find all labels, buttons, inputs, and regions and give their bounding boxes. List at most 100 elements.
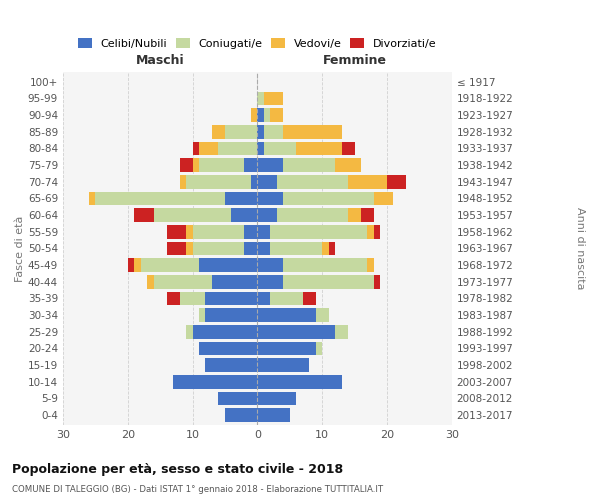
Bar (225, 125, 257, 138)
Bar (179, 158, 193, 172)
Bar (154, 275, 212, 288)
Bar (257, 358, 309, 372)
Bar (316, 342, 322, 355)
Bar (244, 225, 257, 238)
Bar (283, 125, 341, 138)
Bar (128, 258, 134, 272)
Bar (374, 192, 394, 205)
Bar (193, 158, 199, 172)
Bar (257, 325, 335, 338)
Bar (348, 175, 387, 188)
Legend: Celibi/Nubili, Coniugati/e, Vedovi/e, Divorziati/e: Celibi/Nubili, Coniugati/e, Vedovi/e, Di… (79, 38, 436, 50)
Bar (264, 142, 296, 156)
Bar (348, 208, 361, 222)
Bar (387, 175, 406, 188)
Bar (193, 142, 199, 156)
Bar (257, 225, 270, 238)
Bar (374, 225, 380, 238)
Bar (205, 292, 257, 306)
Text: Femmine: Femmine (323, 54, 386, 67)
Bar (167, 292, 179, 306)
Bar (193, 242, 244, 256)
Bar (218, 142, 257, 156)
Bar (257, 408, 290, 422)
Bar (154, 208, 232, 222)
Bar (95, 192, 225, 205)
Bar (296, 142, 341, 156)
Bar (257, 275, 283, 288)
Bar (270, 225, 367, 238)
Bar (225, 408, 257, 422)
Bar (193, 225, 244, 238)
Bar (335, 158, 361, 172)
Bar (257, 192, 283, 205)
Bar (232, 208, 257, 222)
Bar (173, 375, 257, 388)
Bar (257, 208, 277, 222)
Bar (367, 225, 374, 238)
Bar (134, 258, 140, 272)
Bar (147, 275, 154, 288)
Bar (218, 392, 257, 406)
Bar (251, 108, 257, 122)
Y-axis label: Anni di nascita: Anni di nascita (575, 207, 585, 290)
Bar (199, 308, 205, 322)
Bar (277, 175, 348, 188)
Bar (257, 308, 316, 322)
Bar (199, 158, 244, 172)
Bar (257, 175, 277, 188)
Bar (374, 275, 380, 288)
Bar (257, 92, 264, 106)
Bar (140, 258, 199, 272)
Bar (257, 258, 283, 272)
Bar (257, 375, 341, 388)
Y-axis label: Fasce di età: Fasce di età (15, 216, 25, 282)
Bar (341, 142, 355, 156)
Bar (302, 292, 316, 306)
Bar (199, 142, 218, 156)
Text: COMUNE DI TALEGGIO (BG) - Dati ISTAT 1° gennaio 2018 - Elaborazione TUTTITALIA.I: COMUNE DI TALEGGIO (BG) - Dati ISTAT 1° … (12, 486, 383, 494)
Bar (212, 275, 257, 288)
Bar (257, 292, 270, 306)
Bar (367, 258, 374, 272)
Bar (186, 175, 251, 188)
Bar (257, 125, 264, 138)
Bar (257, 242, 270, 256)
Bar (205, 358, 257, 372)
Bar (244, 158, 257, 172)
Bar (257, 108, 264, 122)
Bar (199, 258, 257, 272)
Bar (270, 242, 322, 256)
Bar (134, 208, 154, 222)
Bar (179, 175, 186, 188)
Bar (335, 325, 348, 338)
Bar (283, 192, 374, 205)
Bar (283, 275, 374, 288)
Bar (257, 342, 316, 355)
Bar (257, 392, 296, 406)
Bar (257, 158, 283, 172)
Bar (225, 192, 257, 205)
Bar (283, 258, 367, 272)
Bar (283, 158, 335, 172)
Bar (89, 192, 95, 205)
Bar (264, 92, 283, 106)
Bar (186, 242, 193, 256)
Text: Popolazione per età, sesso e stato civile - 2018: Popolazione per età, sesso e stato civil… (12, 462, 343, 475)
Bar (244, 242, 257, 256)
Bar (167, 242, 186, 256)
Bar (257, 142, 264, 156)
Bar (264, 125, 283, 138)
Bar (329, 242, 335, 256)
Bar (167, 225, 186, 238)
Bar (361, 208, 374, 222)
Bar (199, 342, 257, 355)
Bar (186, 325, 193, 338)
Bar (270, 292, 302, 306)
Bar (270, 108, 283, 122)
Bar (205, 308, 257, 322)
Text: Maschi: Maschi (136, 54, 184, 67)
Bar (186, 225, 193, 238)
Bar (316, 308, 329, 322)
Bar (264, 108, 270, 122)
